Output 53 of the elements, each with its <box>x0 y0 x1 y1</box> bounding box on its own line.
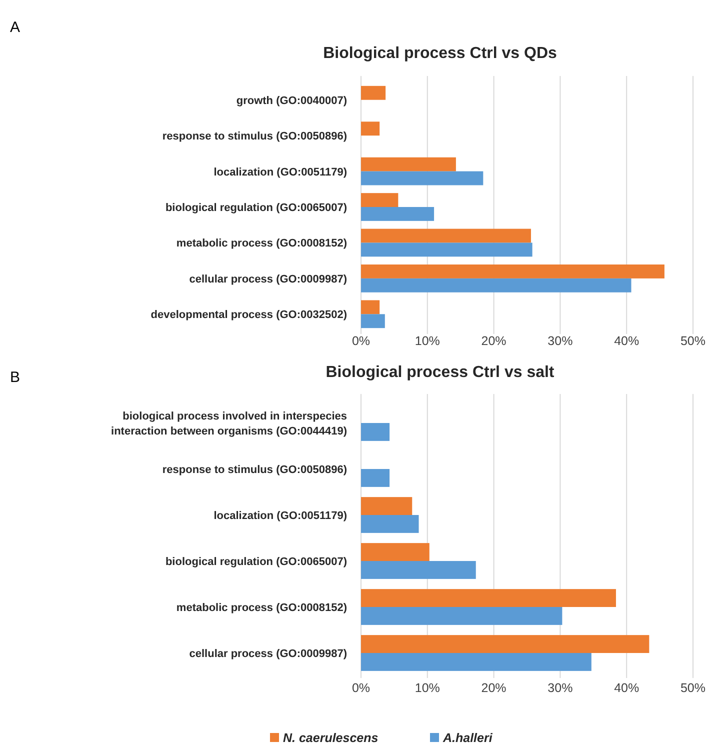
bar <box>361 157 456 172</box>
chart-title: Biological process Ctrl vs salt <box>326 364 555 381</box>
y-tick-label: localization (GO:0051179) <box>214 166 348 178</box>
y-tick-label: biological process involved in interspecies interaction between organisms (GO:0044419) <box>111 410 348 438</box>
x-tick-label: 20% <box>481 681 506 695</box>
bar <box>361 193 398 207</box>
bar <box>361 264 664 278</box>
bar <box>361 207 434 221</box>
text: A <box>10 19 20 36</box>
x-tick-label: 20% <box>481 334 506 348</box>
bar <box>361 497 412 515</box>
bar <box>361 561 476 579</box>
x-tick-label: 50% <box>680 681 706 695</box>
text: B <box>10 369 20 386</box>
bar <box>361 589 616 607</box>
x-tick-label: 0% <box>352 334 370 348</box>
y-tick-label: response to stimulus (GO:0050896) <box>162 464 348 476</box>
y-tick-label: cellular process (GO:0009987) <box>189 648 348 660</box>
x-tick-label: 0% <box>352 681 370 695</box>
x-tick-label: 50% <box>680 334 706 348</box>
bar <box>361 314 385 328</box>
bar <box>361 635 650 653</box>
y-tick-label: cellular process (GO:0009987) <box>189 273 348 286</box>
x-tick-label: 40% <box>614 681 640 695</box>
bar <box>361 86 386 100</box>
y-tick-label: metabolic process (GO:0008152) <box>176 602 348 614</box>
y-tick-label: response to stimulus (GO:0050896) <box>162 130 348 143</box>
y-tick-label: metabolic process (GO:0008152) <box>176 238 348 250</box>
y-tick-label: biological regulation (GO:0065007) <box>165 556 348 568</box>
bar <box>361 171 484 186</box>
bar <box>361 122 380 136</box>
bar <box>361 228 531 243</box>
x-tick-label: 40% <box>614 334 640 348</box>
bar <box>361 515 419 533</box>
y-tick-label: growth (GO:0040007) <box>236 94 348 107</box>
y-tick-label: localization (GO:0051179) <box>214 510 348 522</box>
bar <box>361 278 632 292</box>
bar <box>361 543 430 561</box>
chart-title: Biological process Ctrl vs QDs <box>323 45 558 62</box>
x-tick-label: 10% <box>414 681 440 695</box>
bar <box>361 423 390 441</box>
bar <box>361 607 562 625</box>
x-tick-label: 10% <box>414 334 440 348</box>
x-tick-label: 30% <box>548 334 573 348</box>
legend-label: A.halleri <box>442 731 493 745</box>
y-tick-label: developmental process (GO:0032502) <box>150 309 348 322</box>
bar <box>361 300 380 314</box>
legend-label: N. caerulescens <box>283 731 378 745</box>
bar <box>361 653 592 671</box>
x-tick-label: 30% <box>548 681 573 695</box>
y-tick-label: biological regulation (GO:0065007) <box>165 202 348 214</box>
bar <box>361 242 532 257</box>
bar <box>361 469 390 487</box>
